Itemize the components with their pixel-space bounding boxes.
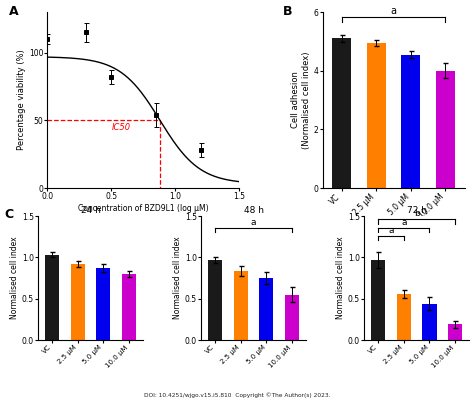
Y-axis label: Percentage viability (%): Percentage viability (%): [17, 50, 26, 150]
Bar: [332, 38, 351, 188]
Title: 72 h: 72 h: [407, 206, 427, 215]
Y-axis label: Normalised cell index: Normalised cell index: [10, 237, 19, 319]
Bar: [96, 268, 110, 340]
Bar: [208, 260, 222, 340]
Y-axis label: Cell adhesion
(Normalised cell index): Cell adhesion (Normalised cell index): [292, 51, 311, 149]
Text: b: b: [414, 210, 419, 218]
Text: IC50: IC50: [111, 123, 130, 132]
Text: a: a: [251, 218, 256, 227]
Bar: [367, 43, 386, 188]
Text: A: A: [9, 5, 18, 18]
Bar: [259, 278, 273, 340]
Bar: [371, 260, 385, 340]
Title: 48 h: 48 h: [244, 206, 264, 215]
Bar: [45, 255, 59, 340]
Bar: [122, 274, 136, 340]
Text: a: a: [391, 6, 397, 16]
Bar: [401, 54, 420, 188]
Bar: [448, 324, 462, 340]
Bar: [422, 304, 437, 340]
Text: a: a: [401, 218, 407, 227]
Text: C: C: [5, 208, 14, 221]
Text: DOI: 10.4251/wjgo.v15.i5.810  Copyright ©The Author(s) 2023.: DOI: 10.4251/wjgo.v15.i5.810 Copyright ©…: [144, 392, 330, 398]
Bar: [234, 271, 248, 340]
Bar: [71, 264, 85, 340]
Bar: [285, 294, 299, 340]
Text: a: a: [388, 226, 394, 235]
Y-axis label: Normalised cell index: Normalised cell index: [336, 237, 345, 319]
Text: B: B: [283, 5, 292, 18]
Bar: [436, 71, 455, 188]
X-axis label: Concentration of BZD9L1 (log μM): Concentration of BZD9L1 (log μM): [78, 204, 209, 213]
Y-axis label: Normalised cell index: Normalised cell index: [173, 237, 182, 319]
Bar: [397, 294, 411, 340]
Title: 24 h: 24 h: [81, 206, 100, 215]
